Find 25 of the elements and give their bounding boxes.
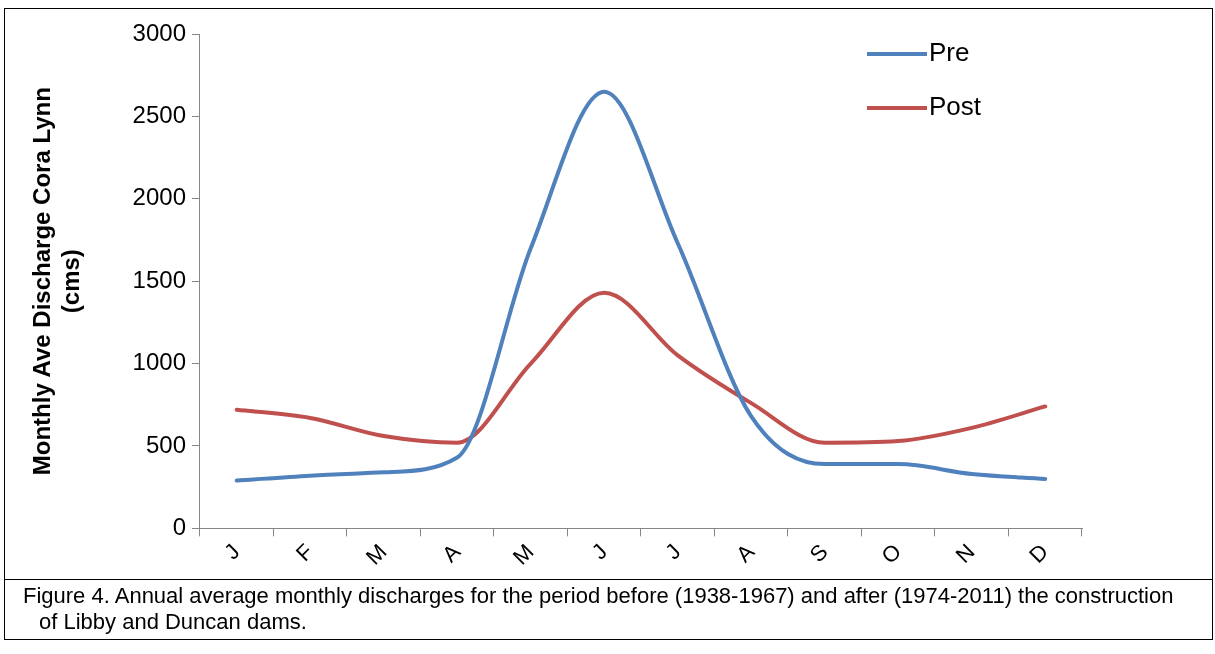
- line-series: [234, 290, 1048, 445]
- x-tick-label: M: [507, 538, 539, 570]
- y-tick-label: 1500: [132, 265, 186, 293]
- line-series: [234, 89, 1048, 483]
- legend-label: Pre: [929, 37, 970, 68]
- x-tick-label: D: [1024, 538, 1054, 568]
- x-tick-label: F: [290, 538, 319, 567]
- x-tick-label: S: [804, 538, 833, 567]
- x-tick-label: O: [876, 538, 907, 569]
- y-tick-label: 2000: [132, 183, 186, 211]
- y-tick-label: 0: [172, 513, 186, 540]
- x-tick-label: J: [586, 538, 613, 565]
- x-tick-label: A: [437, 538, 466, 567]
- x-tick-label: N: [950, 538, 980, 568]
- y-tick-label: 1000: [132, 348, 186, 376]
- x-tick-label: J: [660, 538, 686, 565]
- x-tick-label: A: [731, 538, 760, 567]
- x-tick-label: M: [360, 538, 392, 570]
- legend-label: Post: [929, 91, 982, 122]
- caption: Figure 4. Annual average monthly discharges for the period before (1938-1967) and after (1974-2011) the construction of Libby and Duncan dams.: [5, 579, 1212, 639]
- y-tick-label: 3000: [132, 18, 186, 46]
- x-tick-label: J: [219, 538, 245, 565]
- y-tick-label: 500: [145, 430, 186, 458]
- y-axis-title: Monthly Ave Discharge Cora Lynn (cms): [28, 87, 84, 476]
- y-tick-label: 2500: [132, 101, 186, 129]
